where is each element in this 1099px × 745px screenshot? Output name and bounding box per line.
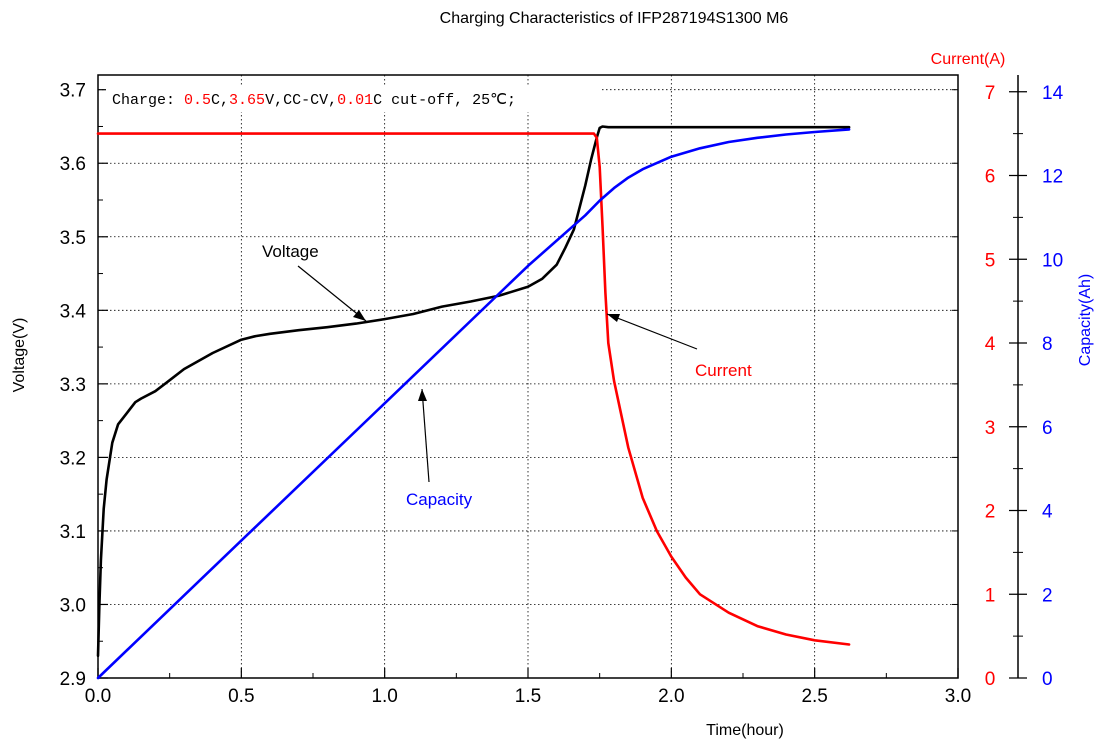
x-tick-label: 3.0 — [945, 686, 971, 707]
capacity-tick-label: 6 — [1042, 418, 1053, 439]
series-group — [96, 125, 851, 680]
current-tick-label: 7 — [985, 83, 996, 104]
current-series-line — [96, 132, 851, 646]
voltage-annotation-arrowhead — [353, 310, 366, 321]
x-axis-label: Time(hour) — [706, 722, 784, 739]
voltage-tick-label: 3.7 — [60, 81, 86, 102]
conditions-text: Charge: 0.5C,3.65V,CC-CV,0.01C cut-off, … — [112, 92, 516, 109]
current-tick-label: 6 — [985, 167, 996, 188]
capacity-tick-label: 0 — [1042, 669, 1053, 690]
current-axis-label: Current(A) — [931, 51, 1006, 68]
current-tick-label: 0 — [985, 669, 996, 690]
conditions-cutoff: 0.01 — [337, 92, 373, 109]
conditions-cutoff-suffix: C cut-off, 25℃; — [373, 92, 516, 109]
x-tick-label: 2.0 — [658, 686, 684, 707]
conditions-c-rate-unit: C, — [211, 92, 229, 109]
capacity-tick-label: 8 — [1042, 334, 1053, 355]
current-tick-label: 4 — [985, 334, 996, 355]
voltage-tick-label: 3.0 — [60, 595, 86, 616]
capacity-annotation-label: Capacity — [406, 490, 473, 509]
capacity-axis-label: Capacity(Ah) — [1077, 274, 1094, 366]
voltage-tick-label: 3.2 — [60, 448, 86, 469]
capacity-tick-label: 10 — [1042, 250, 1063, 271]
voltage-axis-label: Voltage(V) — [11, 318, 28, 393]
voltage-tick-label: 3.3 — [60, 375, 86, 396]
capacity-axis: 0 2 4 6 8 10 12 14 — [1009, 83, 1064, 690]
voltage-tick-label: 3.5 — [60, 228, 86, 249]
capacity-tick-label: 12 — [1042, 167, 1063, 188]
voltage-axis: 2.9 3.0 3.1 3.2 3.3 3.4 3.5 3.6 3.7 — [60, 81, 958, 690]
capacity-annotation-arrow — [421, 388, 430, 483]
current-tick-label: 5 — [985, 250, 996, 271]
voltage-annotation-label: Voltage — [262, 242, 319, 261]
current-tick-label: 3 — [985, 418, 996, 439]
x-tick-label: 1.0 — [371, 686, 397, 707]
chart-title: Charging Characteristics of IFP287194S13… — [440, 10, 789, 27]
voltage-tick-label: 3.1 — [60, 522, 86, 543]
voltage-tick-label: 2.9 — [60, 669, 86, 690]
x-tick-label: 0.0 — [85, 686, 111, 707]
conditions-box — [106, 86, 600, 112]
current-annotation-arrow — [606, 313, 698, 350]
current-annotation-arrowhead — [607, 314, 620, 322]
conditions-voltage: 3.65 — [229, 92, 265, 109]
current-annotation-label: Current — [695, 361, 752, 380]
conditions-voltage-unit: V,CC-CV, — [265, 92, 337, 109]
voltage-tick-label: 3.6 — [60, 154, 86, 175]
capacity-series-line — [96, 128, 851, 680]
current-tick-label: 1 — [985, 585, 996, 606]
capacity-tick-label: 4 — [1042, 502, 1053, 523]
conditions-prefix: Charge: — [112, 92, 184, 109]
current-axis: 0 1 2 3 4 5 6 7 — [985, 83, 996, 690]
capacity-annotation-arrowhead — [418, 389, 427, 401]
grid — [98, 75, 958, 678]
x-axis: 0.0 0.5 1.0 1.5 2.0 2.5 3.0 — [85, 668, 971, 707]
voltage-annotation-arrow — [297, 265, 367, 322]
conditions-c-rate: 0.5 — [184, 92, 211, 109]
annotations: Voltage Current Capacity — [262, 242, 752, 509]
current-tick-label: 2 — [985, 502, 996, 523]
x-tick-label: 1.5 — [515, 686, 541, 707]
x-tick-label: 2.5 — [801, 686, 827, 707]
x-tick-label: 0.5 — [228, 686, 254, 707]
capacity-tick-label: 14 — [1042, 83, 1064, 104]
capacity-tick-label: 2 — [1042, 585, 1053, 606]
voltage-tick-label: 3.4 — [60, 301, 87, 322]
voltage-series-line — [96, 125, 851, 658]
